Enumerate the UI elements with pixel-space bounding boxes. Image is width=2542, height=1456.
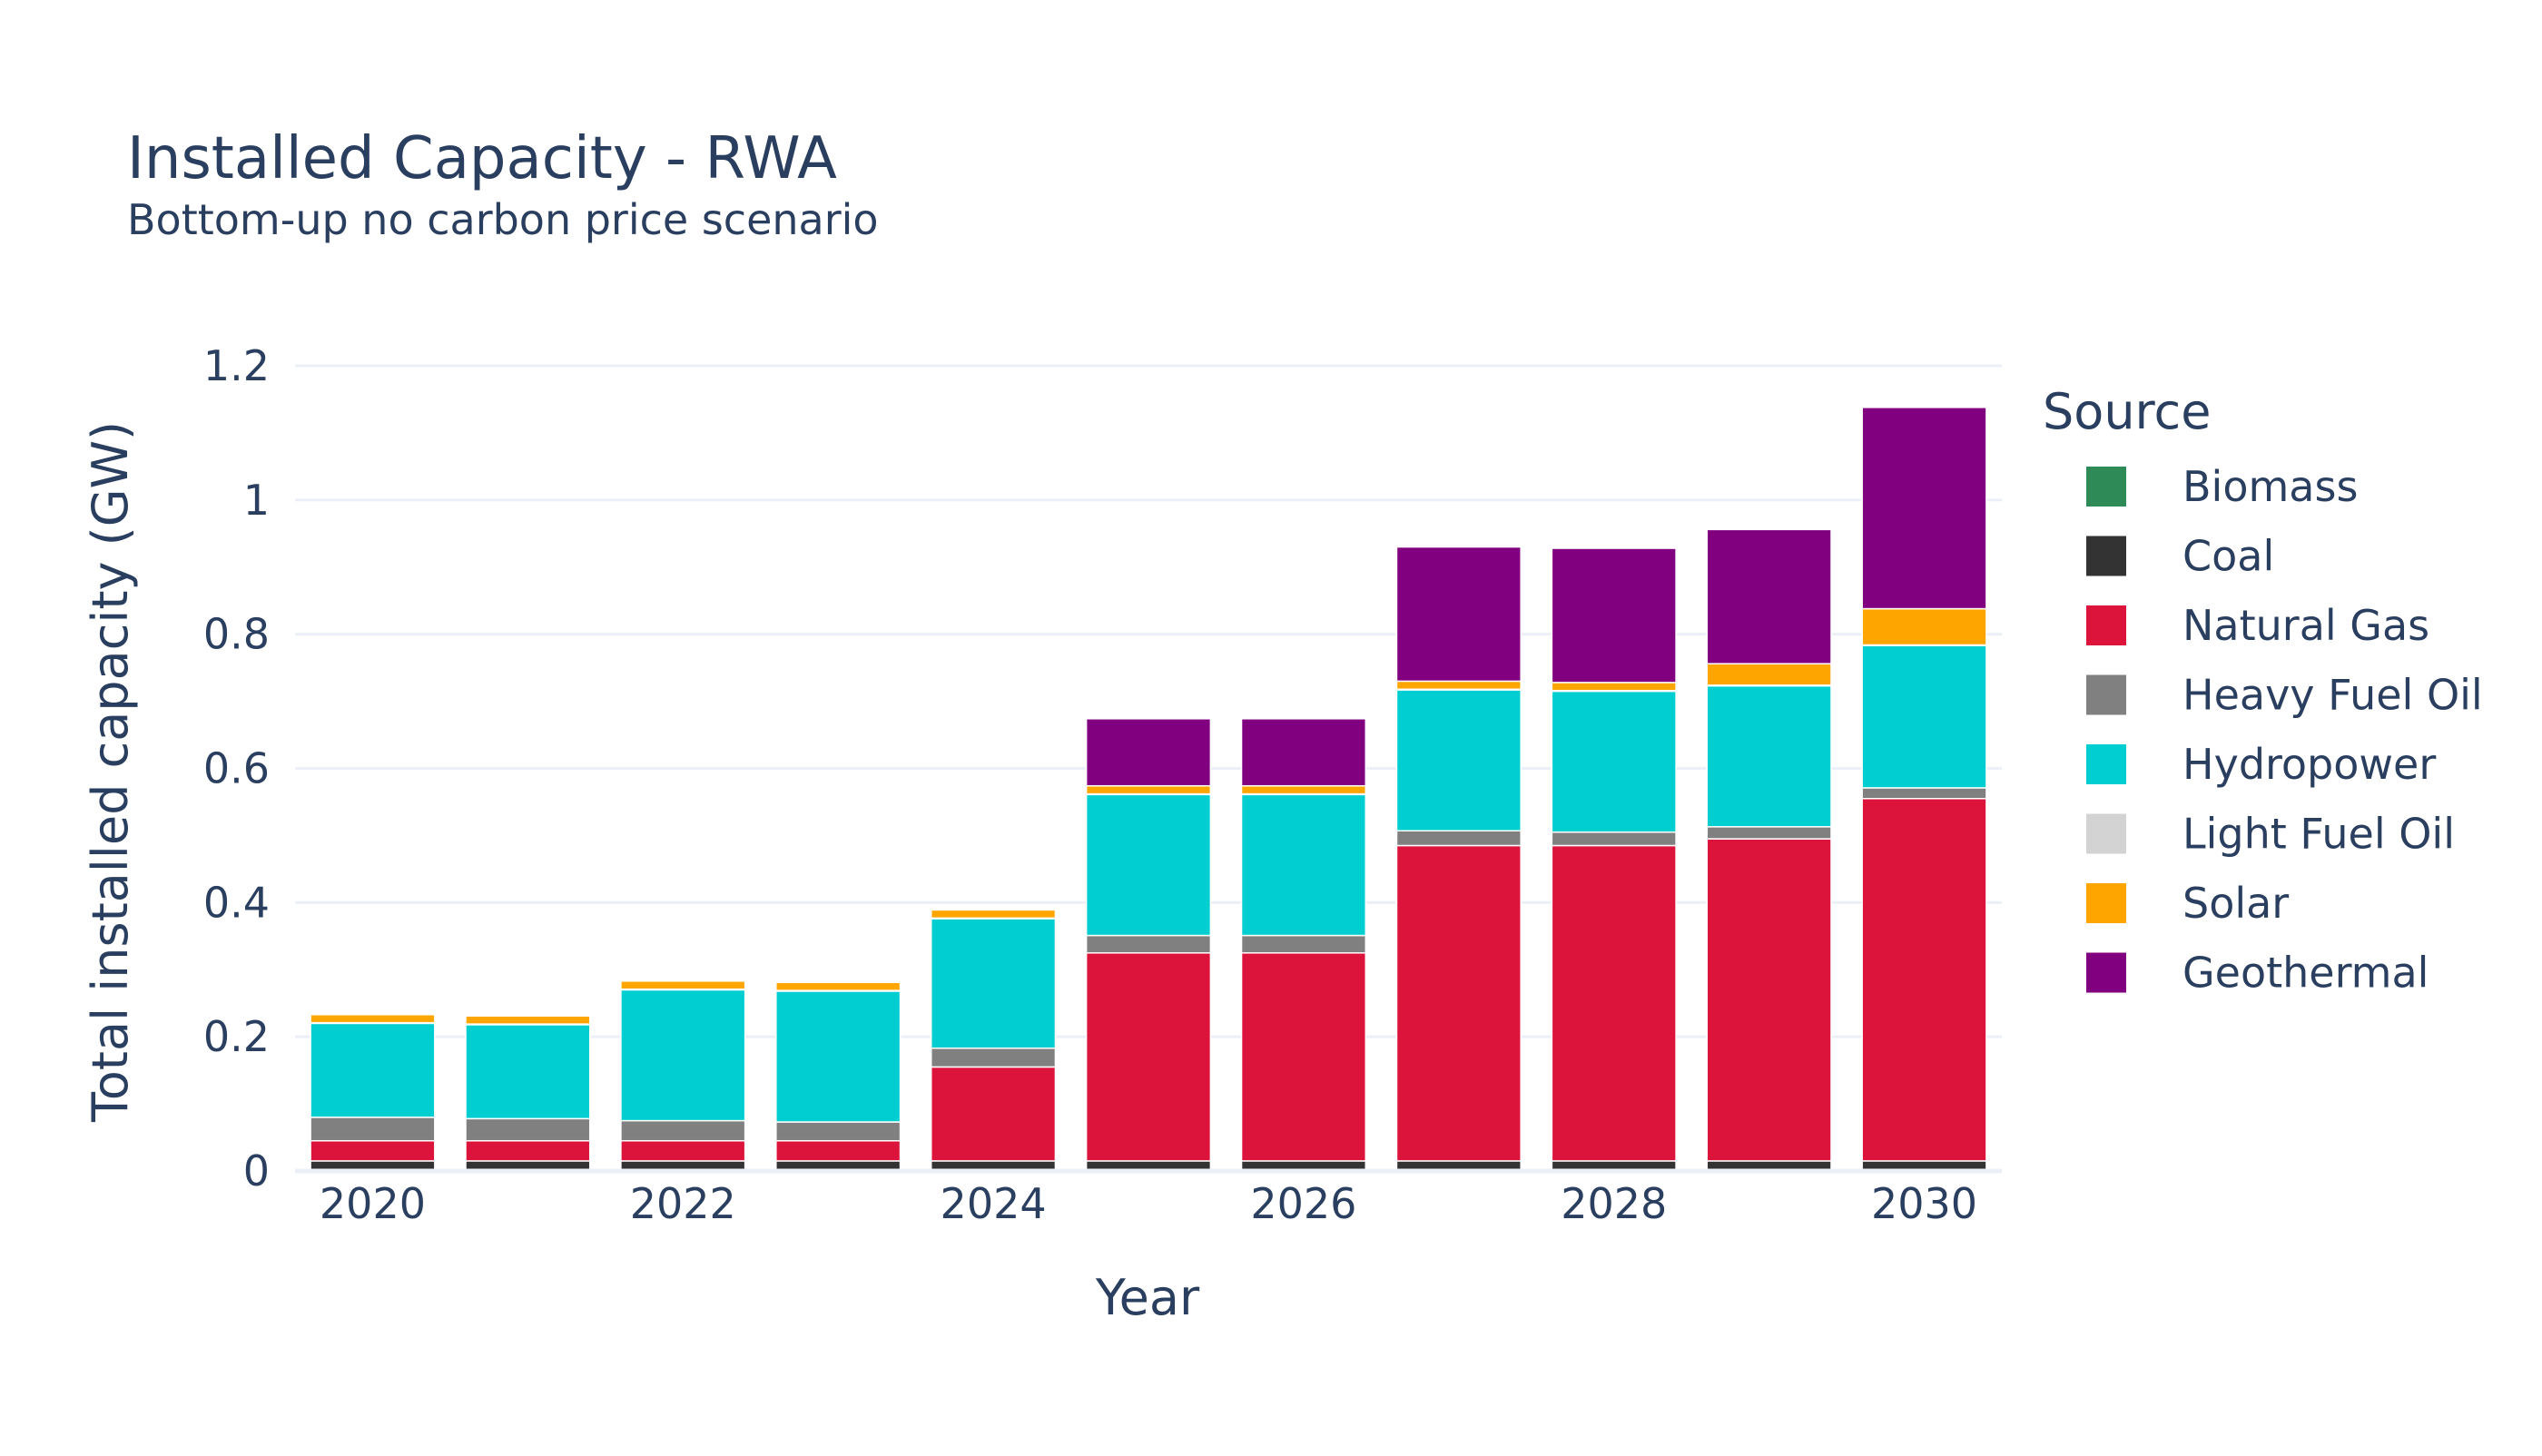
bar-solar-2026 [1240, 784, 1367, 795]
bar-natural-gas-2022 [620, 1139, 746, 1162]
bar-hydropower-2029 [1706, 684, 1832, 828]
legend-label-geothermal: Geothermal [2182, 949, 2429, 998]
legend-label-biomass: Biomass [2182, 462, 2358, 511]
legend-label-coal: Coal [2182, 532, 2274, 581]
y-tick-label: 0.6 [203, 744, 270, 793]
bar-solar-2021 [465, 1015, 591, 1025]
y-tick-label: 1 [243, 476, 270, 525]
bar-natural-gas-2020 [310, 1139, 436, 1162]
bar-hydropower-2030 [1861, 644, 1987, 789]
bar-natural-gas-2030 [1861, 798, 1987, 1162]
bar-hydropower-2028 [1551, 690, 1677, 833]
legend-label-natural-gas: Natural Gas [2182, 601, 2429, 650]
legend-label-hydropower: Hydropower [2182, 740, 2436, 789]
bar-heavy-fuel-oil-2027 [1395, 830, 1522, 847]
bar-heavy-fuel-oil-2030 [1861, 787, 1987, 800]
bar-heavy-fuel-oil-2023 [775, 1121, 902, 1142]
bar-geothermal-2026 [1240, 718, 1367, 787]
chart-subtitle: Bottom-up no carbon price scenario [127, 195, 879, 244]
y-tick-label: 1.2 [203, 341, 270, 390]
bar-solar-2024 [930, 909, 1057, 920]
legend-title: Source [2043, 383, 2211, 440]
bar-natural-gas-2021 [465, 1139, 591, 1162]
y-tick-labels: 0 0.2 0.4 0.6 0.8 1 1.2 [203, 341, 270, 1195]
bar-heavy-fuel-oil-2020 [310, 1117, 436, 1142]
legend-swatch-biomass [2086, 467, 2126, 507]
bar-solar-2020 [310, 1014, 436, 1024]
x-axis-title: Year [1095, 1269, 1200, 1326]
bar-geothermal-2029 [1706, 528, 1832, 664]
bar-hydropower-2022 [620, 989, 746, 1122]
legend-swatch-coal [2086, 536, 2126, 576]
bar-heavy-fuel-oil-2024 [930, 1047, 1057, 1068]
bar-solar-2023 [775, 981, 902, 991]
legend-label-solar: Solar [2182, 879, 2289, 928]
y-axis-title: Total installed capacity (GW) [82, 421, 139, 1123]
x-tick-label: 2022 [630, 1179, 736, 1228]
bar-heavy-fuel-oil-2029 [1706, 826, 1832, 840]
legend-swatch-hydropower [2086, 744, 2126, 784]
y-tick-label: 0.8 [203, 610, 270, 659]
x-tick-label: 2030 [1871, 1179, 1977, 1228]
bar-hydropower-2023 [775, 990, 902, 1123]
bar-natural-gas-2028 [1551, 844, 1677, 1162]
legend: Source Biomass Coal Natural Gas Heavy Fuel … [2043, 383, 2483, 998]
bar-solar-2025 [1085, 784, 1212, 795]
x-tick-labels: 2020 2022 2024 2026 2028 2030 [320, 1179, 1977, 1228]
bar-hydropower-2025 [1085, 793, 1212, 937]
bar-natural-gas-2027 [1395, 844, 1522, 1162]
bar-solar-2027 [1395, 680, 1522, 691]
legend-label-light-fuel-oil: Light Fuel Oil [2182, 810, 2455, 859]
bar-natural-gas-2025 [1085, 952, 1212, 1162]
bar-heavy-fuel-oil-2021 [465, 1117, 591, 1142]
legend-swatch-heavy-fuel-oil [2086, 674, 2126, 715]
y-tick-label: 0.4 [203, 878, 270, 927]
bar-heavy-fuel-oil-2026 [1240, 934, 1367, 954]
legend-swatch-solar [2086, 883, 2126, 923]
legend-label-heavy-fuel-oil: Heavy Fuel Oil [2182, 671, 2483, 720]
bar-hydropower-2024 [930, 918, 1057, 1049]
bar-natural-gas-2026 [1240, 952, 1367, 1162]
legend-swatch-geothermal [2086, 952, 2126, 993]
bar-solar-2029 [1706, 663, 1832, 686]
bar-hydropower-2026 [1240, 793, 1367, 937]
x-tick-label: 2024 [941, 1179, 1047, 1228]
bar-solar-2030 [1861, 607, 1987, 646]
bar-geothermal-2025 [1085, 718, 1212, 787]
bar-hydropower-2021 [465, 1024, 591, 1120]
bar-geothermal-2030 [1861, 407, 1987, 610]
x-tick-label: 2028 [1561, 1179, 1667, 1228]
y-tick-label: 0.2 [203, 1012, 270, 1061]
bar-natural-gas-2024 [930, 1066, 1057, 1162]
bar-geothermal-2028 [1551, 547, 1677, 684]
bar-heavy-fuel-oil-2025 [1085, 934, 1212, 954]
legend-swatch-natural-gas [2086, 605, 2126, 645]
bar-solar-2022 [620, 980, 746, 990]
bar-solar-2028 [1551, 682, 1677, 692]
legend-swatch-light-fuel-oil [2086, 813, 2126, 854]
bar-hydropower-2020 [310, 1022, 436, 1118]
bar-heavy-fuel-oil-2022 [620, 1119, 746, 1142]
legend-items: Biomass Coal Natural Gas Heavy Fuel Oil Hydr… [2086, 462, 2483, 998]
y-tick-label: 0 [243, 1146, 270, 1195]
bars [310, 407, 1987, 1172]
bar-hydropower-2027 [1395, 689, 1522, 831]
bar-heavy-fuel-oil-2028 [1551, 831, 1677, 847]
bar-geothermal-2027 [1395, 546, 1522, 683]
bar-natural-gas-2023 [775, 1139, 902, 1162]
x-tick-label: 2020 [320, 1179, 426, 1228]
x-tick-label: 2026 [1250, 1179, 1356, 1228]
bar-natural-gas-2029 [1706, 838, 1832, 1162]
chart-title: Installed Capacity - RWA [127, 125, 837, 192]
